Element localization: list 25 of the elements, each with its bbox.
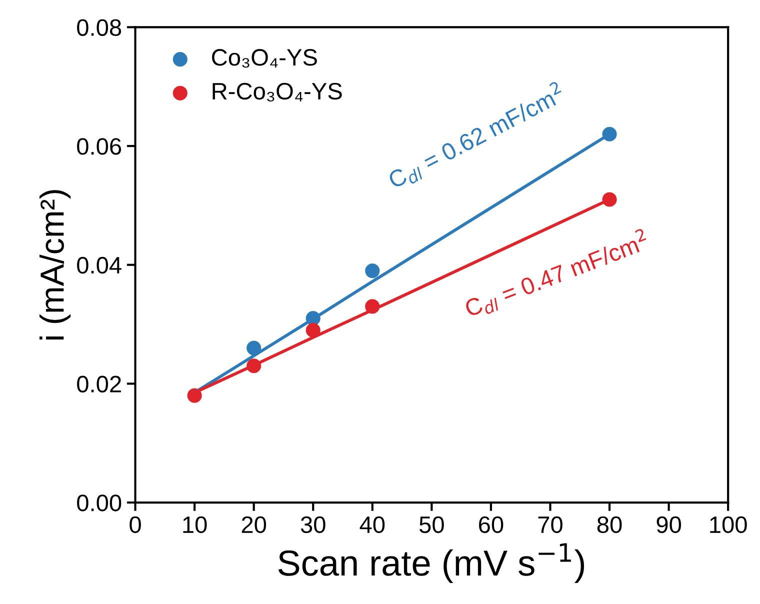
point — [365, 264, 380, 278]
x-tick-label: 90 — [656, 516, 682, 534]
y-axis-title: i (mA/cm²) — [40, 190, 71, 340]
x-tick-label: 40 — [360, 516, 385, 534]
x-tick-label: 0 — [130, 516, 141, 534]
y-tick-label: 0.00 — [77, 494, 122, 512]
x-axis-title: Scan rate (mV s$^{−1}$) — [278, 543, 584, 584]
legend-label: R-Co₃O₄-YS — [212, 82, 342, 102]
x-tick-label: 30 — [300, 516, 326, 534]
annotation: C$_{dl}$ = 0.47 mF/cm$^{2}$ — [462, 228, 651, 321]
point — [306, 322, 320, 338]
legend-label: Co₃O₄-YS — [212, 49, 317, 68]
x-tick-label: 100 — [710, 516, 747, 534]
x-tick-label: 80 — [597, 516, 622, 534]
x-tick-label: 50 — [419, 516, 444, 534]
point — [246, 340, 262, 356]
x-tick-label: 10 — [183, 516, 207, 534]
y-tick-label: 0.08 — [77, 19, 122, 36]
x-tick-label: 20 — [242, 516, 266, 534]
y-tick-label: 0.02 — [77, 376, 121, 392]
annotation: C$_{dl}$ = 0.62 mF/cm$^{2}$ — [385, 80, 568, 192]
x-tick-label: 70 — [538, 516, 562, 534]
x-tick-label: 60 — [479, 516, 504, 534]
y-tick-label: 0.04 — [77, 256, 122, 274]
y-tick-label: 0.06 — [77, 138, 122, 155]
